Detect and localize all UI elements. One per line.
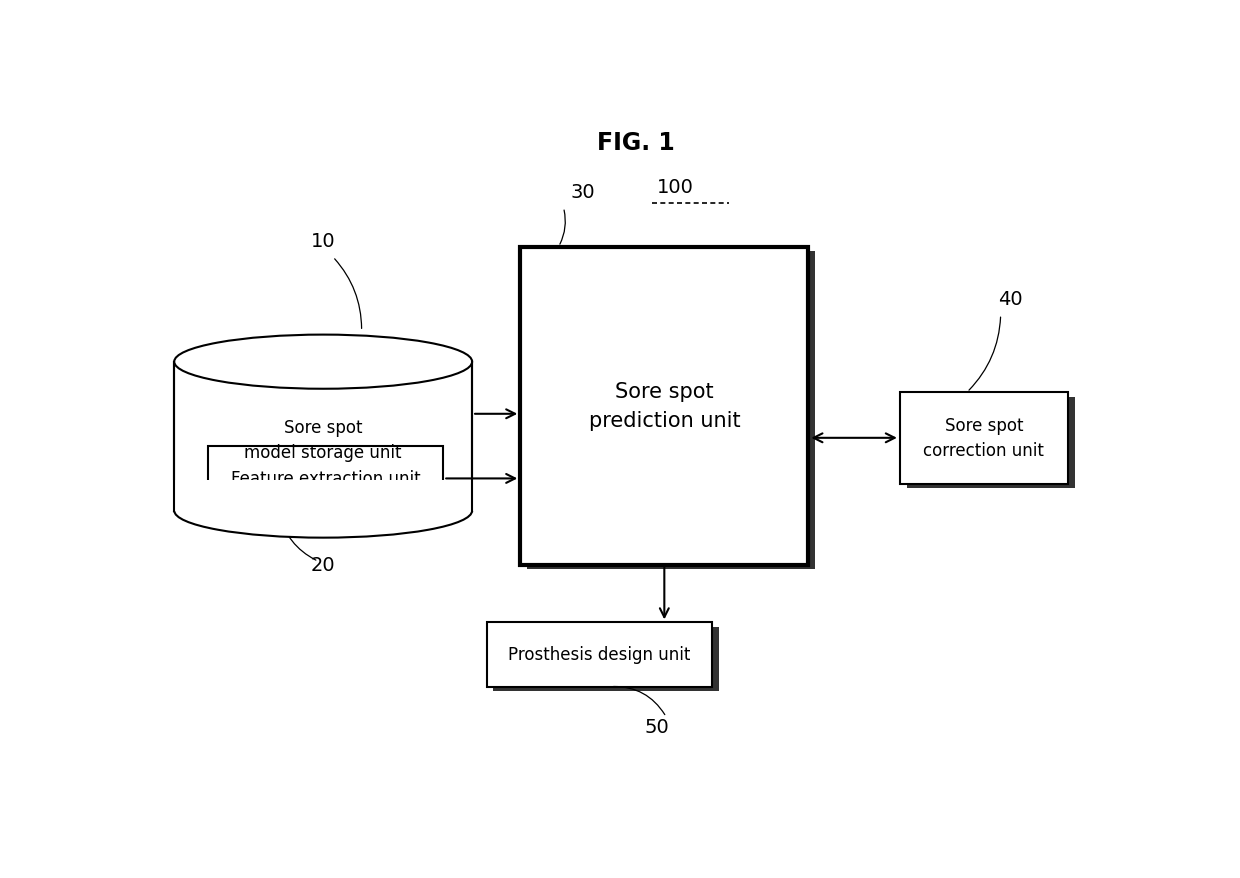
Bar [521,248,808,565]
Text: FIG. 1: FIG. 1 [596,131,675,155]
Bar [208,447,444,511]
Bar [486,623,712,687]
Ellipse shape [174,335,472,389]
Text: Sore spot
correction unit: Sore spot correction unit [924,417,1044,460]
Bar [165,480,481,511]
Text: 100: 100 [657,177,693,197]
Text: Prosthesis design unit: Prosthesis design unit [508,645,691,664]
Text: Feature extraction unit: Feature extraction unit [231,470,420,488]
Text: 30: 30 [570,183,595,201]
Text: 10: 10 [311,232,336,251]
Text: 50: 50 [645,717,670,736]
Ellipse shape [174,484,472,538]
Bar [527,252,815,570]
Text: Sore spot
prediction unit: Sore spot prediction unit [589,381,740,431]
Text: Sore spot
model storage unit: Sore spot model storage unit [244,419,402,462]
Bar [906,398,1075,489]
Text: 40: 40 [998,289,1023,308]
Bar [900,392,1068,484]
Bar [174,363,472,511]
Text: 20: 20 [311,555,336,574]
Bar [215,451,450,515]
Bar [494,627,719,692]
